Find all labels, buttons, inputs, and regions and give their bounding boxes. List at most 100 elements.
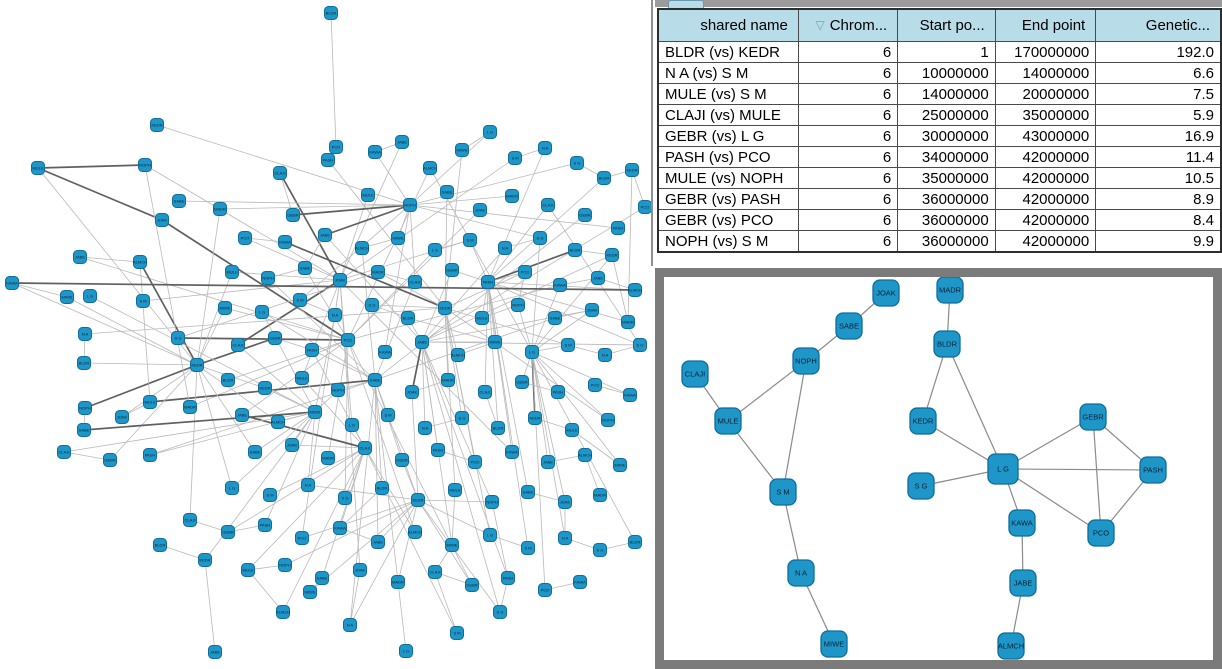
graph-node[interactable]	[333, 521, 347, 535]
table-row[interactable]: CLAJI (vs) MULE 6 25000000 35000000 5.9	[657, 104, 1222, 126]
graph-node-mule[interactable]	[714, 407, 742, 435]
graph-node[interactable]	[551, 385, 565, 399]
graph-node[interactable]	[358, 441, 372, 455]
graph-node[interactable]	[463, 233, 477, 247]
graph-node[interactable]	[533, 231, 547, 245]
graph-node[interactable]	[221, 525, 235, 539]
filter-funnel-icon[interactable]: ▽	[815, 18, 825, 32]
graph-node[interactable]	[415, 335, 429, 349]
table-cell[interactable]: 6	[797, 230, 899, 253]
graph-node[interactable]	[573, 575, 587, 589]
graph-node[interactable]	[505, 189, 519, 203]
graph-node[interactable]	[83, 289, 97, 303]
table-cell[interactable]: 25000000	[897, 104, 996, 126]
table-cell[interactable]: 6	[797, 62, 899, 84]
graph-node[interactable]	[371, 265, 385, 279]
graph-node[interactable]	[381, 408, 395, 422]
graph-node[interactable]	[561, 338, 575, 352]
graph-node[interactable]	[318, 228, 332, 242]
graph-node-l-g[interactable]	[987, 453, 1019, 485]
graph-node[interactable]	[598, 348, 612, 362]
graph-node[interactable]	[305, 343, 319, 357]
graph-node[interactable]	[345, 418, 359, 432]
graph-node[interactable]	[445, 263, 459, 277]
graph-node[interactable]	[468, 455, 482, 469]
graph-node[interactable]	[568, 243, 582, 257]
table-cell[interactable]: MULE (vs) NOPH	[657, 167, 799, 189]
graph-node[interactable]	[440, 185, 454, 199]
graph-node[interactable]	[565, 423, 579, 437]
graph-node[interactable]	[428, 565, 442, 579]
graph-node[interactable]	[278, 235, 292, 249]
graph-node[interactable]	[553, 278, 567, 292]
graph-node[interactable]	[441, 373, 455, 387]
graph-node[interactable]	[77, 356, 91, 370]
table-cell[interactable]: 6	[797, 188, 899, 210]
table-row[interactable]: MULE (vs) S M 6 14000000 20000000 7.5	[657, 83, 1222, 105]
graph-node[interactable]	[286, 208, 300, 222]
graph-node[interactable]	[525, 345, 539, 359]
graph-node[interactable]	[355, 241, 369, 255]
graph-node[interactable]	[255, 305, 269, 319]
graph-node[interactable]	[395, 135, 409, 149]
graph-node[interactable]	[303, 585, 317, 599]
graph-node[interactable]	[448, 483, 462, 497]
graph-node[interactable]	[263, 488, 277, 502]
graph-node-kawa[interactable]	[1008, 509, 1036, 537]
graph-node[interactable]	[423, 161, 437, 175]
table-cell[interactable]: 35000000	[994, 104, 1097, 126]
graph-node[interactable]	[153, 538, 167, 552]
graph-node[interactable]	[455, 411, 469, 425]
graph-node[interactable]	[455, 143, 469, 157]
table-cell[interactable]: 14000000	[994, 62, 1097, 84]
graph-node[interactable]	[493, 605, 507, 619]
graph-node[interactable]	[483, 528, 497, 542]
graph-node[interactable]	[538, 141, 552, 155]
graph-node[interactable]	[638, 200, 652, 214]
table-cell[interactable]: GEBR (vs) PASH	[657, 188, 799, 210]
table-cell[interactable]: 43000000	[994, 125, 1097, 147]
graph-node[interactable]	[450, 626, 464, 640]
table-cell[interactable]: 36000000	[897, 188, 996, 210]
graph-node[interactable]	[150, 118, 164, 132]
graph-node[interactable]	[451, 348, 465, 362]
graph-node[interactable]	[315, 571, 329, 585]
graph-node[interactable]	[548, 311, 562, 325]
graph-node[interactable]	[578, 448, 592, 462]
graph-node[interactable]	[73, 250, 87, 264]
graph-node-claji[interactable]	[681, 360, 709, 388]
table-cell[interactable]: 30000000	[897, 125, 996, 147]
graph-node[interactable]	[321, 451, 335, 465]
graph-node[interactable]	[365, 298, 379, 312]
graph-node[interactable]	[343, 618, 357, 632]
table-row[interactable]: GEBR (vs) PCO 6 36000000 42000000 8.4	[657, 209, 1222, 231]
graph-node[interactable]	[208, 645, 222, 659]
graph-node[interactable]	[77, 423, 91, 437]
graph-node[interactable]	[273, 166, 287, 180]
graph-node[interactable]	[570, 156, 584, 170]
table-row[interactable]: N A (vs) S M 6 10000000 14000000 6.6	[657, 62, 1222, 84]
table-cell[interactable]: 35000000	[897, 167, 996, 189]
graph-node[interactable]	[403, 198, 417, 212]
graph-node[interactable]	[172, 194, 186, 208]
graph-node[interactable]	[541, 455, 555, 469]
graph-node-madr[interactable]	[936, 277, 964, 304]
graph-node[interactable]	[541, 198, 555, 212]
graph-node[interactable]	[588, 378, 602, 392]
graph-node[interactable]	[488, 335, 502, 349]
graph-node-s-g[interactable]	[907, 472, 935, 500]
graph-node[interactable]	[271, 415, 285, 429]
graph-node-s-m[interactable]	[769, 478, 797, 506]
graph-node[interactable]	[521, 541, 535, 555]
graph-node[interactable]	[238, 231, 252, 245]
table-cell[interactable]: 170000000	[994, 41, 1097, 63]
graph-node[interactable]	[5, 276, 19, 290]
graph-node[interactable]	[391, 231, 405, 245]
graph-node[interactable]	[285, 438, 299, 452]
table-cell[interactable]: 5.9	[1095, 104, 1222, 126]
graph-node[interactable]	[198, 553, 212, 567]
graph-node[interactable]	[591, 271, 605, 285]
table-cell[interactable]: 42000000	[994, 167, 1097, 189]
table-cell[interactable]: 42000000	[994, 209, 1097, 231]
